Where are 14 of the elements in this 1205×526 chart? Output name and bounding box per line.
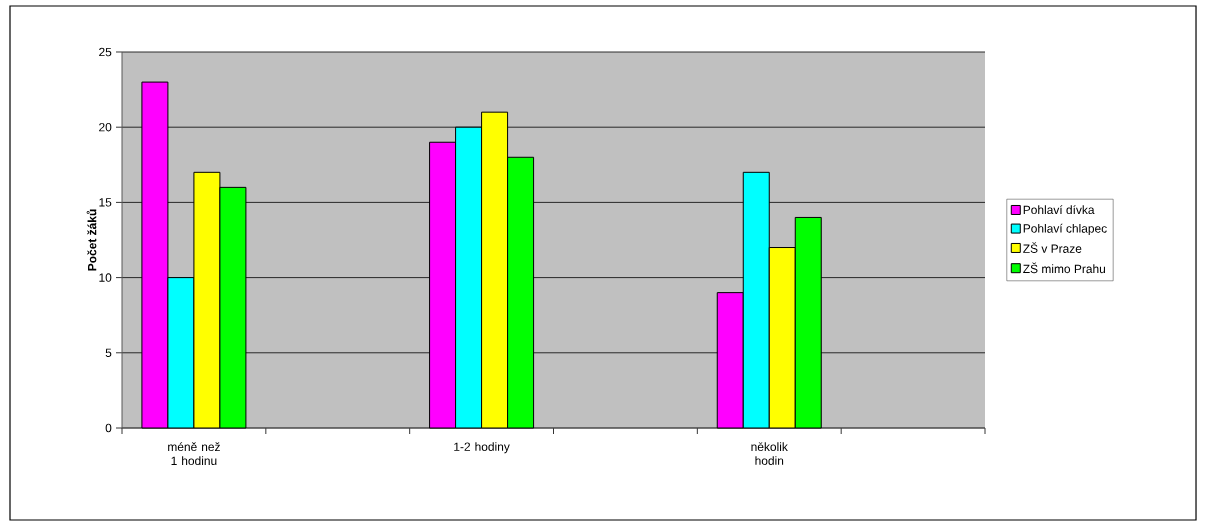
y-tick-label: 10 [99, 273, 112, 282]
legend-label: Pohlaví dívka [1023, 205, 1095, 215]
legend-label: ZŠ v Praze [1023, 242, 1082, 253]
y-tick-label: 15 [99, 198, 112, 207]
x-tick-label: několik hodin [751, 442, 788, 465]
y-tick-label: 25 [99, 47, 112, 57]
x-tick-label: 1-2 hodiny [454, 442, 510, 454]
legend-label: Pohlaví chlapec [1023, 223, 1107, 236]
y-axis-title: Počet žáků [86, 209, 97, 271]
y-tick-label: 20 [99, 122, 112, 132]
x-tick-label: méně než 1 hodinu [168, 442, 220, 466]
y-tick-label: 5 [105, 348, 112, 357]
y-tick-label: 0 [105, 423, 112, 433]
legend-label: ZŠ mimo Prahu [1023, 262, 1106, 274]
